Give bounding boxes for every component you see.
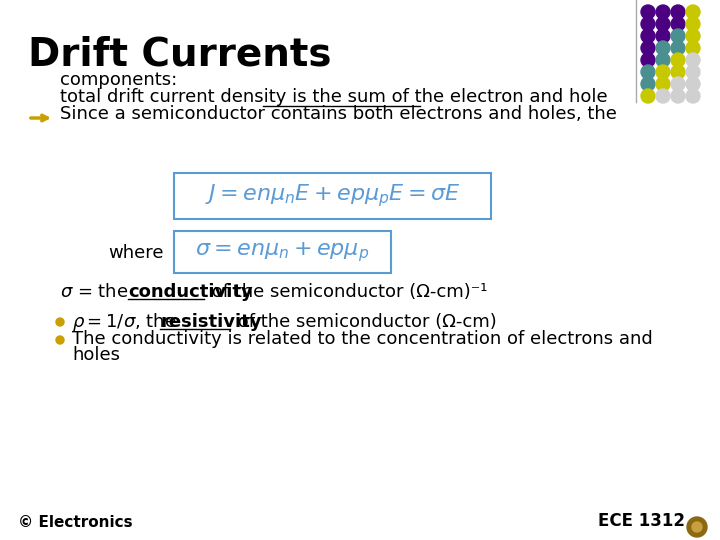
- Circle shape: [656, 41, 670, 55]
- Circle shape: [671, 29, 685, 43]
- Circle shape: [686, 5, 700, 19]
- Circle shape: [671, 41, 685, 55]
- Circle shape: [687, 517, 707, 537]
- Text: $\sigma = en\mu_n + ep\mu_p$: $\sigma = en\mu_n + ep\mu_p$: [195, 240, 369, 264]
- Circle shape: [686, 17, 700, 31]
- Circle shape: [686, 89, 700, 103]
- Circle shape: [686, 77, 700, 91]
- Circle shape: [56, 336, 64, 344]
- Circle shape: [671, 53, 685, 67]
- Circle shape: [671, 77, 685, 91]
- Circle shape: [671, 17, 685, 31]
- Text: total drift current density is the sum of the electron and hole: total drift current density is the sum o…: [60, 88, 608, 106]
- FancyBboxPatch shape: [174, 231, 391, 273]
- Text: resistivity: resistivity: [160, 313, 261, 331]
- Circle shape: [641, 89, 655, 103]
- Circle shape: [692, 522, 702, 532]
- Text: ECE 1312: ECE 1312: [598, 512, 685, 530]
- Text: © Electronics: © Electronics: [18, 515, 132, 530]
- Text: conductivity: conductivity: [128, 283, 253, 301]
- Circle shape: [641, 53, 655, 67]
- Circle shape: [656, 5, 670, 19]
- Circle shape: [656, 77, 670, 91]
- Text: Drift Currents: Drift Currents: [28, 35, 331, 73]
- Circle shape: [641, 77, 655, 91]
- Circle shape: [686, 65, 700, 79]
- Text: components:: components:: [60, 71, 177, 89]
- Text: of the semiconductor (Ω-cm)⁻¹: of the semiconductor (Ω-cm)⁻¹: [206, 283, 487, 301]
- Circle shape: [641, 29, 655, 43]
- Circle shape: [671, 5, 685, 19]
- Circle shape: [656, 29, 670, 43]
- Circle shape: [686, 41, 700, 55]
- Text: where: where: [108, 244, 163, 262]
- FancyBboxPatch shape: [174, 173, 491, 219]
- Circle shape: [686, 29, 700, 43]
- Circle shape: [56, 318, 64, 326]
- Circle shape: [656, 89, 670, 103]
- Circle shape: [671, 89, 685, 103]
- Text: $J = en\mu_n E + ep\mu_p E = \sigma E$: $J = en\mu_n E + ep\mu_p E = \sigma E$: [205, 183, 460, 210]
- Circle shape: [656, 17, 670, 31]
- Circle shape: [641, 41, 655, 55]
- Text: The conductivity is related to the concentration of electrons and: The conductivity is related to the conce…: [72, 330, 653, 348]
- Text: of the semiconductor (Ω-cm): of the semiconductor (Ω-cm): [232, 313, 497, 331]
- Circle shape: [641, 65, 655, 79]
- Circle shape: [641, 5, 655, 19]
- Circle shape: [656, 65, 670, 79]
- Text: $\rho = 1/\sigma$, the: $\rho = 1/\sigma$, the: [72, 311, 177, 333]
- Text: $\sigma$ = the: $\sigma$ = the: [60, 283, 130, 301]
- Circle shape: [686, 53, 700, 67]
- Circle shape: [641, 17, 655, 31]
- Circle shape: [656, 53, 670, 67]
- Circle shape: [671, 65, 685, 79]
- Text: holes: holes: [72, 346, 120, 364]
- Text: Since a semiconductor contains both electrons and holes, the: Since a semiconductor contains both elec…: [60, 105, 617, 123]
